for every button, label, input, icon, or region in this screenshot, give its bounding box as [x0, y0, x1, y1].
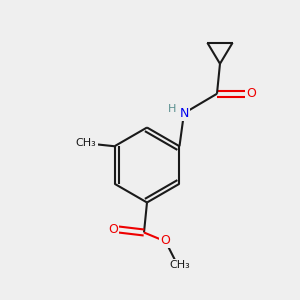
Text: O: O — [161, 233, 170, 247]
Text: O: O — [246, 87, 256, 100]
Text: CH₃: CH₃ — [76, 138, 96, 148]
Text: O: O — [108, 223, 118, 236]
Text: CH₃: CH₃ — [169, 260, 190, 271]
Text: H: H — [168, 104, 176, 114]
Text: N: N — [179, 107, 189, 120]
